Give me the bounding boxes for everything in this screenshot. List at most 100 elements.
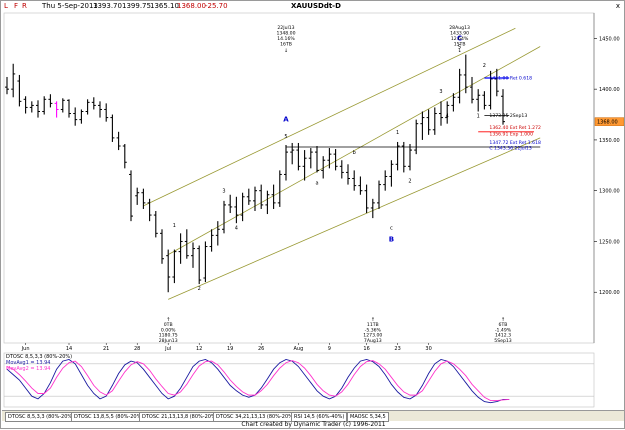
price-bar	[147, 198, 152, 222]
flag-f[interactable]: F	[14, 2, 19, 10]
wave-label: 4	[446, 114, 449, 120]
arrow-up-icon: ↑	[371, 317, 375, 323]
price-bar	[358, 176, 363, 195]
price-bar	[395, 141, 400, 171]
price-bar	[54, 101, 59, 118]
price-bar	[5, 76, 9, 95]
x-tick-label: 26	[258, 346, 264, 352]
price-bar	[178, 233, 183, 264]
price-bar	[73, 107, 78, 126]
price-bar	[48, 94, 53, 108]
price-bar	[408, 143, 412, 171]
pivot-note-line: 16TB	[280, 42, 292, 48]
pivot-note-line: 7Aug13	[364, 338, 382, 344]
price-bar	[445, 101, 450, 124]
x-tick-label: 14	[66, 346, 72, 352]
arrow-down-icon: ↓	[457, 48, 461, 54]
price-bar	[222, 200, 226, 234]
wave-label: 3	[439, 89, 442, 95]
pivot-note-line: 11TB	[367, 322, 379, 328]
level-label: 1373.95 2Sep13	[489, 113, 527, 119]
price-bar	[91, 97, 96, 110]
pivot-note-line: 6TB	[499, 322, 508, 328]
price-bar	[42, 96, 47, 115]
bar-date: Thu 5-Sep-2013	[42, 2, 98, 10]
price-bar	[364, 184, 369, 214]
price-bar	[197, 245, 202, 285]
current-price-tag	[594, 117, 624, 126]
pivot-note-line: 12.64%	[451, 36, 469, 42]
wave-label-major: B	[389, 235, 394, 243]
price-bar	[253, 186, 257, 211]
x-tick-label: 21	[103, 346, 109, 352]
price-bar	[346, 164, 350, 185]
price-bar	[501, 89, 505, 125]
price-bar	[476, 89, 481, 112]
price-bar	[160, 229, 164, 264]
channel-line-3	[143, 27, 516, 207]
price-bar	[153, 211, 158, 238]
pivot-note-line: -5.36%	[365, 327, 382, 333]
indicator-tab[interactable]: RSI 14,5 (60%-40%)	[291, 412, 348, 422]
indicator-tab[interactable]: MAOSC 5,34,5	[347, 412, 389, 422]
channel-line-1	[168, 46, 541, 256]
price-bar	[389, 160, 394, 187]
price-bar	[271, 184, 276, 209]
price-bar	[488, 70, 493, 110]
wave-label: 3	[222, 189, 225, 195]
x-tick-label: 23	[394, 346, 400, 352]
price-bar	[432, 107, 437, 135]
channel-line-2	[168, 137, 541, 300]
wave-label: 2	[198, 286, 201, 292]
oscillator-plot-area	[3, 352, 595, 408]
price-bar	[122, 143, 127, 169]
price-bar	[426, 109, 431, 135]
oscillator-series-2-label: MovAvg2 = 13.94	[6, 366, 50, 372]
x-tick-label: 12	[196, 346, 202, 352]
price-bar	[203, 241, 208, 283]
x-tick-label: 19	[227, 346, 233, 352]
wave-label: 1	[396, 130, 399, 136]
oscillator-series-2	[6, 360, 510, 401]
arrow-down-icon: ↓	[284, 48, 288, 54]
price-bar	[240, 192, 245, 222]
x-tick-label: Jul	[164, 346, 171, 352]
bar-open: 1393.70	[93, 2, 122, 10]
price-bar	[79, 109, 84, 124]
price-bar	[29, 101, 34, 113]
price-bar	[451, 93, 456, 112]
price-bar	[463, 54, 468, 94]
wave-label: 2	[483, 63, 486, 69]
wave-label: a	[315, 181, 318, 187]
y-tick-label: 1250.00	[599, 239, 620, 245]
y-tick-label: 1300.00	[599, 189, 620, 195]
price-bar	[228, 194, 233, 214]
close-icon[interactable]: x	[615, 2, 620, 10]
price-plot-area	[3, 12, 595, 344]
x-tick-label: 30	[425, 346, 431, 352]
wave-label: 4	[235, 225, 238, 231]
oscillator-series-1	[6, 358, 510, 404]
chart-canvas[interactable]: 1200.001250.001300.001350.001400.001450.…	[1, 11, 624, 409]
arrow-up-icon: ↑	[166, 317, 170, 323]
pivot-note-line: 1348.00	[277, 31, 296, 37]
pivot-note-line: -1.49%	[495, 327, 512, 333]
price-bar	[191, 242, 195, 268]
pivot-note-line: 1412.3	[495, 333, 511, 339]
price-bar	[482, 91, 487, 110]
y-tick-label: 1200.00	[599, 290, 620, 296]
pivot-note-line: 1433.90	[450, 31, 469, 37]
flag-l[interactable]: L	[4, 2, 8, 10]
price-bar	[414, 119, 419, 155]
wave-label: b	[353, 150, 356, 156]
flag-r[interactable]: R	[22, 2, 27, 10]
x-tick-label: Jun	[21, 346, 30, 352]
oscillator-title: DTOSC 8,5,3,3 (80%-20%)	[6, 354, 72, 360]
pivot-note-line: 28Aug13	[449, 25, 470, 31]
level-label: 1347.72 Ext Ret 1.618	[489, 140, 541, 146]
price-bar	[290, 142, 295, 165]
wave-label-major: A	[283, 116, 289, 124]
price-bar	[259, 184, 264, 209]
bar-low: 1365.10	[150, 2, 179, 10]
